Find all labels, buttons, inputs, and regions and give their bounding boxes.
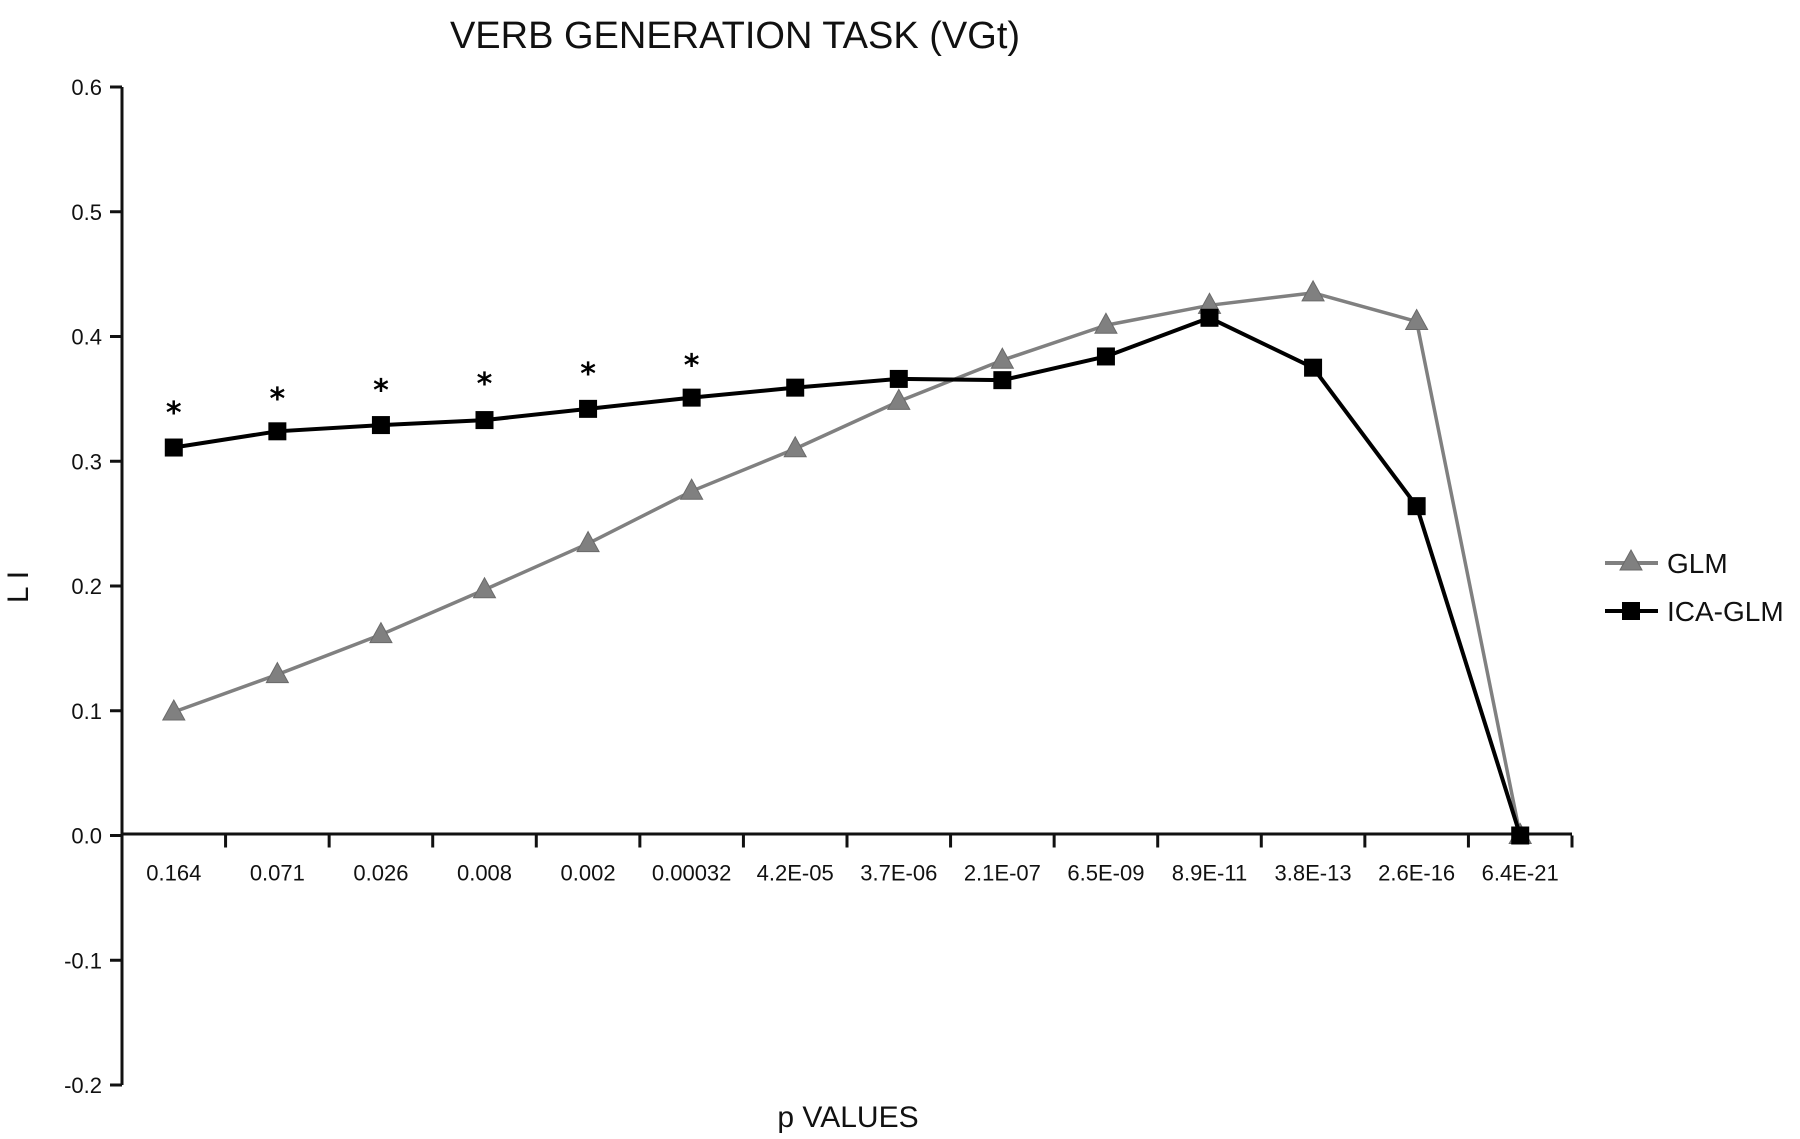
data-point-glm — [576, 530, 600, 553]
data-point-glm — [1094, 312, 1118, 334]
x-axis-label: p VALUES — [777, 1101, 918, 1134]
data-point-ica-glm — [579, 399, 598, 418]
data-point-glm — [990, 347, 1015, 369]
data-point-glm — [886, 388, 911, 410]
x-tick-label: 3.8E-13 — [1275, 861, 1352, 886]
x-tick-label: 0.164 — [146, 861, 201, 886]
x-tick-label: 6.5E-09 — [1067, 861, 1144, 886]
x-tick-label: 4.2E-05 — [757, 861, 834, 886]
legend: GLM ICA-GLM — [1605, 548, 1784, 627]
data-point-ica-glm — [682, 388, 701, 407]
data-point-glm — [369, 621, 393, 644]
series-layer — [161, 279, 1533, 845]
y-axis: 0.6 0.5 0.4 0.3 0.2 0.1 0.0 -0.1 -0.2 — [64, 75, 124, 1098]
data-point-ica-glm — [1200, 308, 1219, 327]
x-tick-label: 0.071 — [250, 861, 305, 886]
data-point-glm — [1404, 308, 1429, 331]
y-tick-label: 0.5 — [71, 200, 102, 225]
x-tick-label: 0.008 — [457, 861, 512, 886]
data-point-glm — [472, 576, 497, 599]
x-axis: 0.164 0.071 0.026 0.008 0.002 0.00032 4.2E-05 3… — [120, 832, 1574, 886]
chart-title: VERB GENERATION TASK (VGt) — [450, 15, 1020, 57]
y-tick-label: 0.4 — [71, 325, 102, 350]
x-tick-label: 2.1E-07 — [964, 861, 1041, 886]
x-tick-label: 2.6E-16 — [1378, 861, 1455, 886]
significance-marker: * — [580, 357, 596, 392]
legend-marker-ica-glm — [1622, 602, 1640, 620]
x-tick-label: 0.002 — [561, 861, 616, 886]
significance-marker: * — [166, 396, 182, 431]
y-axis-label: L I — [2, 571, 35, 603]
data-point-ica-glm — [164, 438, 183, 457]
legend-item-glm: GLM — [1605, 548, 1728, 579]
y-tick-label: 0.1 — [71, 699, 102, 724]
data-point-ica-glm — [475, 411, 494, 430]
data-point-ica-glm — [889, 369, 908, 388]
data-point-ica-glm — [1511, 826, 1530, 845]
annotation-layer: * * * * * * — [166, 348, 700, 430]
x-tick-label: 6.4E-21 — [1482, 861, 1559, 886]
data-point-glm — [679, 478, 704, 500]
x-tick-label: 8.9E-11 — [1172, 861, 1247, 886]
x-tick-label: 0.00032 — [652, 861, 732, 886]
data-point-ica-glm — [1407, 497, 1426, 516]
series-line-ica-glm — [173, 315, 1523, 837]
significance-marker: * — [477, 367, 493, 402]
x-tick-label: 0.026 — [353, 861, 408, 886]
legend-label-ica-glm: ICA-GLM — [1667, 596, 1784, 627]
series-line-glm — [173, 291, 1522, 836]
series-ica-glm — [164, 308, 1530, 845]
legend-marker-glm — [1619, 548, 1643, 571]
data-point-ica-glm — [371, 416, 390, 435]
data-point-glm — [265, 661, 290, 684]
data-point-glm — [161, 698, 186, 721]
significance-marker: * — [270, 382, 286, 417]
legend-label-glm: GLM — [1667, 548, 1728, 579]
data-point-ica-glm — [268, 422, 287, 441]
data-point-ica-glm — [1304, 358, 1323, 377]
series-glm — [161, 279, 1533, 844]
data-point-ica-glm — [993, 371, 1012, 390]
significance-marker: * — [684, 348, 700, 383]
data-point-ica-glm — [1096, 347, 1115, 366]
data-point-ica-glm — [786, 378, 805, 397]
data-point-glm — [783, 435, 808, 458]
y-tick-label: 0.0 — [71, 824, 102, 849]
data-point-glm — [1301, 279, 1325, 302]
y-tick-label: -0.1 — [64, 948, 102, 973]
y-tick-label: -0.2 — [64, 1073, 102, 1098]
y-tick-label: 0.6 — [71, 75, 102, 100]
y-tick-label: 0.2 — [71, 574, 102, 599]
x-tick-label: 3.7E-06 — [860, 861, 937, 886]
y-tick-label: 0.3 — [71, 449, 102, 474]
significance-marker: * — [373, 373, 389, 408]
legend-item-ica-glm: ICA-GLM — [1605, 596, 1784, 627]
